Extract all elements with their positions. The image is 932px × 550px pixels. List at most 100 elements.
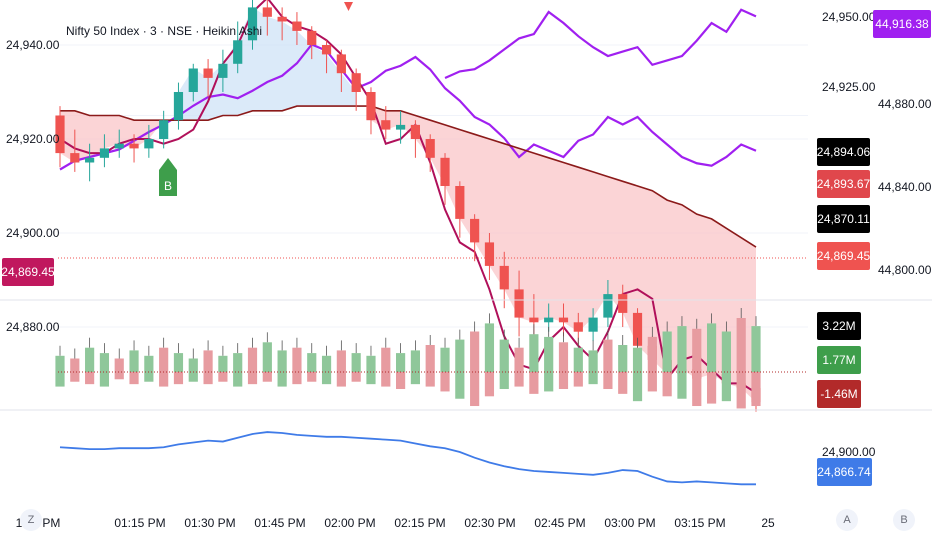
volume-bar-down xyxy=(632,372,643,402)
price-tags: 24,894.06 24,893.67 24,870.11 24,869.45 24,8… xyxy=(1,10,931,486)
candle-body xyxy=(618,294,628,313)
volume-bar-up xyxy=(321,355,332,372)
buy-signal: B xyxy=(159,158,177,196)
time-axis-tick: 02:00 PM xyxy=(324,516,375,530)
time-axis-tick: 03:15 PM xyxy=(674,516,725,530)
lower-tag xyxy=(817,458,872,486)
volume-bar-down xyxy=(558,372,569,390)
volume-bar-down xyxy=(218,372,228,382)
volume-bar-down xyxy=(396,372,406,390)
volume-bar-up xyxy=(85,347,95,372)
volume-bar-up xyxy=(440,347,450,372)
volume-bar-down xyxy=(203,372,213,385)
volume-bar-down xyxy=(573,372,583,387)
volume-bar-down xyxy=(677,372,687,399)
volume-bar-up xyxy=(188,358,198,372)
time-axis-tick: 03:00 PM xyxy=(604,516,655,530)
volume-bar-up xyxy=(277,350,287,372)
candle-body xyxy=(499,265,509,290)
volume-bar-down xyxy=(70,372,80,382)
candle-body xyxy=(218,63,228,78)
volume-bar-up xyxy=(203,350,213,372)
wine-series xyxy=(59,0,757,394)
arrow-up-label-icon xyxy=(159,158,177,196)
candle-body xyxy=(188,68,198,92)
price-tag-label: 44,916.38 xyxy=(875,17,929,31)
time-axis-tick: 01:30 PM xyxy=(184,516,235,530)
volume-bar-up xyxy=(558,342,569,372)
candle-body xyxy=(381,120,391,130)
volume-bar-up xyxy=(484,323,495,372)
time-axis-tick: 01:15 PM xyxy=(114,516,165,530)
bearish-fill xyxy=(370,106,756,403)
volume-bar-up xyxy=(381,347,391,372)
volume-bar-up xyxy=(292,347,302,372)
candle-body xyxy=(114,143,124,149)
volume-bar-up xyxy=(751,326,761,372)
volume-bar-down xyxy=(366,372,376,385)
volume-tag-label: 1.77M xyxy=(822,353,855,367)
volume-bar-up xyxy=(351,353,361,372)
volume-bar-down xyxy=(99,372,110,387)
candle-body xyxy=(307,30,317,45)
bottom-button-auto[interactable]: A xyxy=(836,509,858,531)
price-tag-label: 24,870.11 xyxy=(817,212,870,226)
volume-bar-down xyxy=(233,372,243,387)
candle-body xyxy=(410,124,420,139)
volume-bar-up xyxy=(336,350,346,372)
candle-body xyxy=(484,242,495,266)
volume-bar-up xyxy=(114,358,124,372)
volume-bar-up xyxy=(736,318,746,372)
lower-blue-line xyxy=(59,431,756,486)
volume-bar-down xyxy=(647,372,657,392)
volume-bar-down xyxy=(262,372,272,382)
candle-body xyxy=(203,68,213,78)
time-axis-tick: 02:15 PM xyxy=(394,516,445,530)
secondary-axis-tick: 44,840.00 xyxy=(878,180,932,194)
volume-bar-up xyxy=(618,345,628,372)
volume-bar-down xyxy=(425,372,435,387)
volume-bar-down xyxy=(410,372,420,385)
candle-body xyxy=(529,317,539,323)
volume-bar-up xyxy=(55,355,65,372)
volume-bar-down xyxy=(588,372,598,385)
volume-bar-up xyxy=(218,355,228,372)
price-tag xyxy=(873,10,931,38)
volume-bar-up xyxy=(99,353,110,372)
volume-bar-down xyxy=(544,372,554,392)
price-tag-label: 24,894.06 xyxy=(817,145,871,159)
right-axis-tick: 24,925.00 xyxy=(822,80,876,94)
volume-tag-label: -1.46M xyxy=(820,387,857,401)
volume-bar-up xyxy=(173,353,184,372)
candle-body xyxy=(573,322,583,332)
volume-bar-down xyxy=(529,372,539,394)
volume-bar-down xyxy=(499,372,509,390)
volume-bar-down xyxy=(751,372,761,407)
volume-bar-down xyxy=(351,372,361,382)
chart-title: Nifty 50 Index · 3 · NSE · Heikin Ashi xyxy=(66,24,262,38)
volume-bar-down xyxy=(603,372,613,390)
volume-bar-up xyxy=(647,336,657,372)
time-axis-tick: 02:30 PM xyxy=(464,516,515,530)
volume-bar-up xyxy=(499,339,509,372)
candle-body xyxy=(588,317,598,332)
bottom-button-b[interactable]: B xyxy=(893,509,915,531)
price-tag-label: 24,869.45 xyxy=(817,249,871,263)
lower-axis-tick: 24,900.00 xyxy=(822,445,876,459)
left-axis-tick: 24,920.00 xyxy=(6,132,60,146)
bottom-button-zoom[interactable]: Z xyxy=(20,509,42,531)
volume-tag-label: 3.22M xyxy=(822,319,855,333)
volume-bar-up xyxy=(262,342,272,372)
candle-body xyxy=(455,186,465,219)
right-axis-tick: 24,950.00 xyxy=(822,10,876,24)
purple-line-upper xyxy=(444,8,757,80)
volume-tag xyxy=(817,380,861,408)
volume-bar-down xyxy=(307,372,317,382)
volume-bar-down xyxy=(129,372,139,385)
candle-body xyxy=(292,21,302,31)
volume-bar-up xyxy=(455,339,465,372)
candle-body xyxy=(351,73,361,92)
volume-bar-up xyxy=(247,347,258,372)
volume-bar-down xyxy=(721,372,731,402)
